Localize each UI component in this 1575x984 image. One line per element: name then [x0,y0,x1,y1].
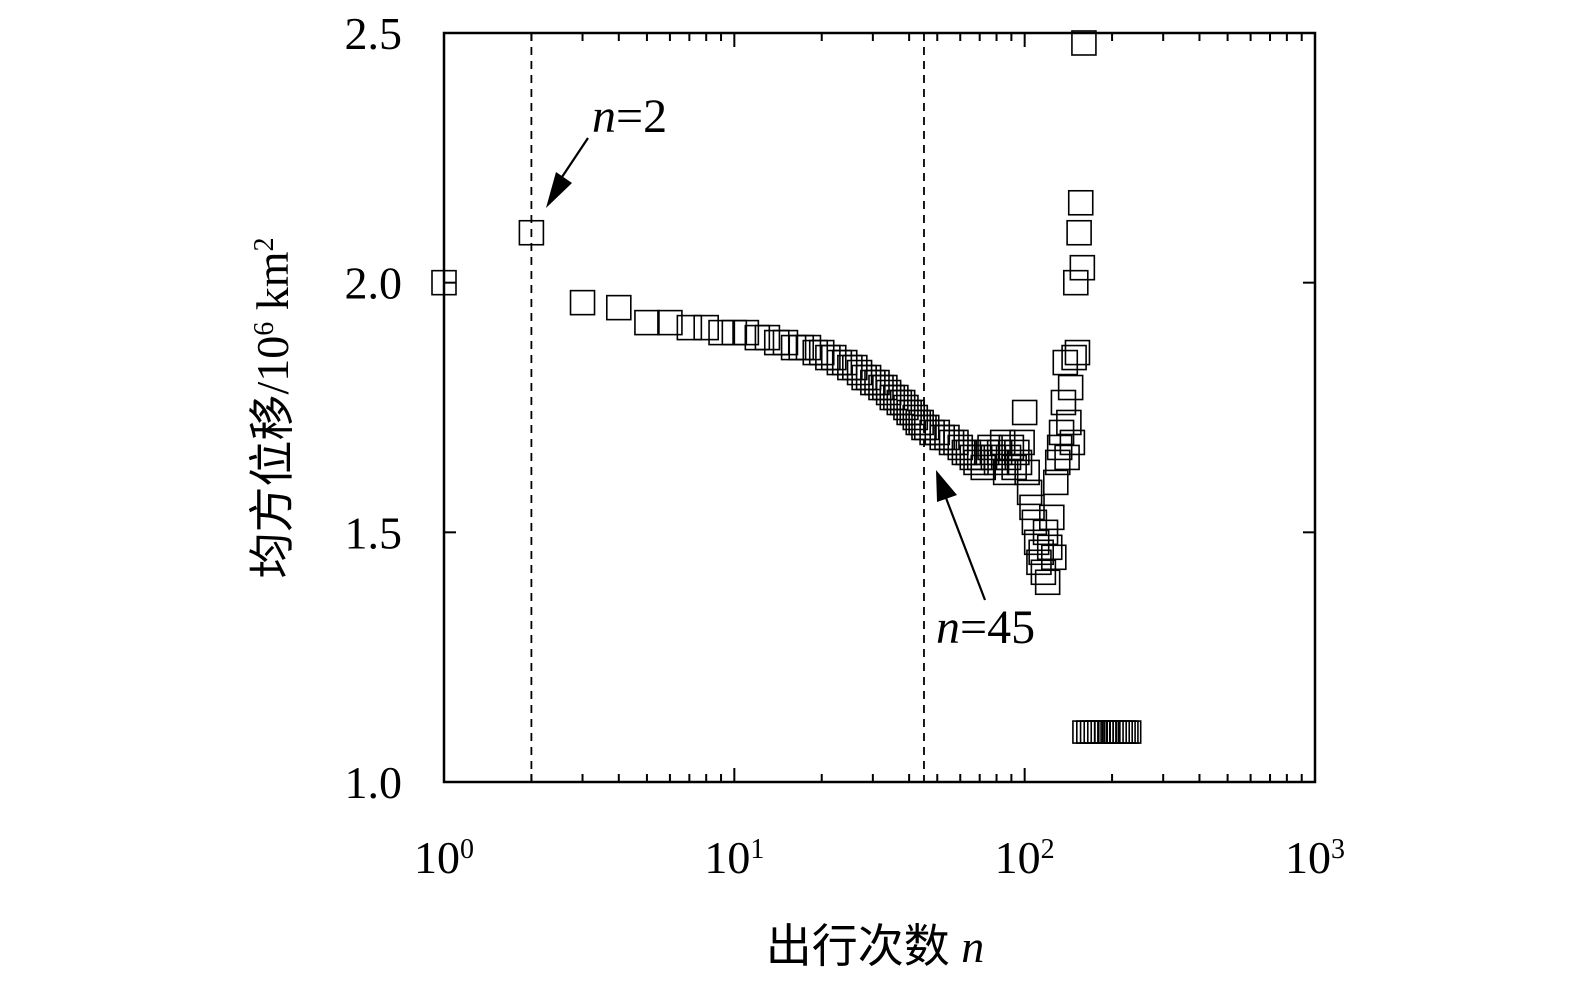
data-point [780,334,807,361]
y-tick-label: 2.5 [345,8,403,59]
data-point [1004,439,1030,466]
data-point [518,219,545,246]
data-point [693,314,719,341]
x-tick-label: 101 [704,832,764,883]
annotation-arrow-n2 [559,137,589,181]
data-point [1054,444,1080,471]
data-point [1117,720,1142,744]
data-point [831,349,858,376]
y-tick-label: 2.0 [345,258,403,309]
y-tick-label: 1.5 [345,507,403,558]
axis-ticks [443,32,1315,783]
data-point [908,409,934,436]
data-point [1032,519,1059,546]
data-point [913,414,940,441]
annotation-arrow-n45 [944,497,987,601]
data-point [754,324,781,351]
data-point [569,289,596,316]
plot-frame [442,31,1317,784]
data-point [1062,269,1089,296]
data-point [1059,429,1086,456]
data-point [1019,494,1045,521]
data-point [883,384,909,411]
data-point [1038,504,1065,531]
data-point [989,429,1016,456]
data-point [875,379,902,406]
data-point [1071,30,1097,56]
data-point [846,359,873,386]
data-point [1034,569,1061,596]
annotation-arrowhead-n2 [546,172,572,208]
data-point [744,324,771,351]
data-point [1030,559,1057,586]
data-point [1001,454,1027,481]
data-markers [431,30,1142,744]
y-tick-label: 1.0 [345,757,403,808]
data-point [1011,399,1038,426]
data-point [1023,529,1050,556]
annotations: n=2 n=45 [546,90,1035,654]
data-point [1021,509,1048,536]
data-point [795,334,822,361]
data-point [1016,479,1043,506]
data-point [605,294,632,321]
data-point [657,309,683,336]
data-point [924,419,951,446]
data-point [995,444,1022,471]
x-tick-label: 102 [995,832,1055,883]
data-point [1042,469,1069,496]
data-point [772,329,799,356]
data-point [970,454,997,481]
data-point [1050,389,1077,416]
data-point [820,344,847,371]
y-axis-label: 均方位移/106 km2 [247,237,298,578]
x-tick-labels: 100 101 102 103 [414,832,1345,883]
data-point [1044,449,1071,476]
data-point [1048,419,1075,446]
data-point [1006,449,1033,476]
annotation-label-n2: n=2 [592,90,667,143]
data-point [998,434,1025,461]
data-point [1026,549,1052,576]
data-point [1041,544,1067,571]
data-point [733,319,760,346]
data-point [837,354,863,381]
data-point [872,374,898,401]
data-point [1064,339,1091,366]
y-tick-labels: 1.0 1.5 2.0 2.5 [345,8,403,808]
data-point [1036,534,1063,561]
data-point [966,444,993,471]
x-tick-label: 103 [1285,832,1345,883]
annotation-label-n45: n=45 [936,601,1035,654]
data-point [1057,374,1084,401]
data-point [708,319,734,346]
data-point [1069,254,1096,281]
data-point [763,329,790,356]
annotation-arrowhead-n45 [936,470,957,502]
reference-lines [530,33,925,782]
data-point [1061,344,1087,371]
data-point [634,309,660,336]
data-point [1067,189,1094,216]
data-point [676,314,703,341]
data-point [1014,459,1040,486]
data-point [1056,409,1082,436]
x-tick-label: 100 [414,832,474,883]
x-axis-label: 出行次数 n [766,921,985,972]
data-point [842,354,868,381]
data-point [1066,219,1092,246]
data-point [1009,429,1035,456]
data-point [934,424,960,451]
